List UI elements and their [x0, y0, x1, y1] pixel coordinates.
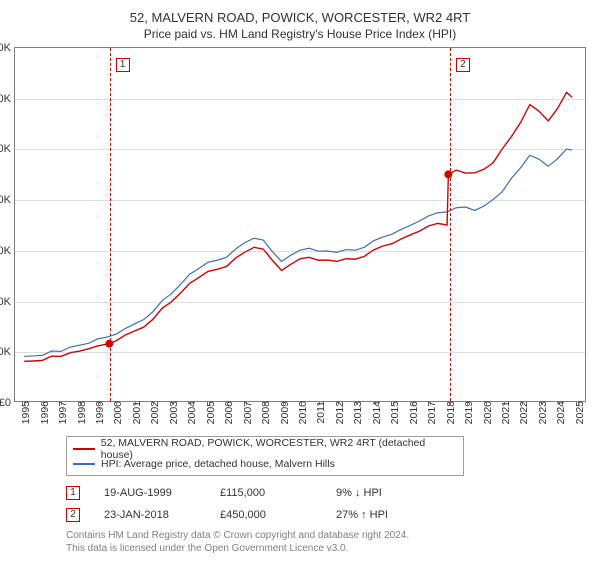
legend-swatch [73, 448, 95, 450]
x-axis-label: 2002 [149, 401, 161, 424]
grid-line [15, 200, 585, 201]
sale-marker-line [110, 48, 111, 401]
x-axis-label: 1999 [94, 401, 106, 424]
y-axis-label: £500K [0, 143, 11, 155]
x-axis-label: 2006 [223, 401, 235, 424]
x-axis-label: 1997 [57, 401, 69, 424]
grid-line [15, 251, 585, 252]
credit-line: This data is licensed under the Open Gov… [66, 543, 566, 556]
x-axis-label: 2009 [279, 401, 291, 424]
transaction-price: £450,000 [220, 509, 312, 521]
transaction-price: £115,000 [220, 487, 312, 499]
x-axis-label: 2018 [445, 401, 457, 424]
y-axis-label: £600K [0, 93, 11, 105]
y-axis-label: £700K [0, 42, 11, 54]
transaction-delta: 9% ↓ HPI [336, 487, 428, 499]
grid-line [15, 149, 585, 150]
x-axis-label: 2013 [352, 401, 364, 424]
y-axis-label: £300K [0, 245, 11, 257]
x-axis-label: 2003 [168, 401, 180, 424]
credit-line: Contains HM Land Registry data © Crown c… [66, 530, 566, 543]
chart-series-svg [15, 48, 585, 402]
chart-title: 52, MALVERN ROAD, POWICK, WORCESTER, WR2… [14, 10, 586, 25]
x-axis-label: 2005 [205, 401, 217, 424]
transaction-delta: 27% ↑ HPI [336, 509, 428, 521]
transaction-row: 2 23-JAN-2018 £450,000 27% ↑ HPI [66, 504, 586, 526]
chart-legend: 52, MALVERN ROAD, POWICK, WORCESTER, WR2… [66, 436, 464, 476]
x-axis-label: 2007 [242, 401, 254, 424]
grid-line [15, 352, 585, 353]
x-axis-label: 2012 [334, 401, 346, 424]
transaction-badge: 1 [66, 486, 80, 500]
x-axis-label: 1995 [20, 401, 32, 424]
x-axis-label: 2014 [371, 401, 383, 424]
series-hpi [24, 149, 572, 356]
x-axis-label: 2016 [408, 401, 420, 424]
y-axis-label: £200K [0, 296, 11, 308]
x-axis-label: 1996 [39, 401, 51, 424]
transactions-table: 1 19-AUG-1999 £115,000 9% ↓ HPI 2 23-JAN… [66, 482, 586, 526]
transaction-row: 1 19-AUG-1999 £115,000 9% ↓ HPI [66, 482, 586, 504]
x-axis-label: 2017 [426, 401, 438, 424]
x-axis-label: 2001 [131, 401, 143, 424]
x-axis-label: 2008 [260, 401, 272, 424]
y-axis-label: £0 [0, 397, 11, 409]
sale-marker-badge: 2 [456, 58, 470, 72]
x-axis-label: 2020 [482, 401, 494, 424]
x-axis-label: 2004 [186, 401, 198, 424]
x-axis-label: 1998 [76, 401, 88, 424]
sale-marker-badge: 1 [116, 58, 130, 72]
y-axis-label: £400K [0, 194, 11, 206]
y-axis-label: £100K [0, 346, 11, 358]
sale-marker-line [450, 48, 451, 401]
sale-marker-dot [444, 170, 452, 178]
x-axis-label: 2024 [555, 401, 567, 424]
x-axis-label: 2015 [389, 401, 401, 424]
credit-text: Contains HM Land Registry data © Crown c… [66, 530, 566, 555]
x-axis-label: 2023 [537, 401, 549, 424]
grid-line [15, 99, 585, 100]
x-axis-label: 2011 [315, 401, 327, 424]
x-axis-label: 2025 [574, 401, 586, 424]
transaction-badge: 2 [66, 508, 80, 522]
transaction-date: 23-JAN-2018 [104, 509, 196, 521]
legend-label: HPI: Average price, detached house, Malv… [101, 458, 335, 470]
x-axis-label: 2000 [112, 401, 124, 424]
x-axis-label: 2019 [463, 401, 475, 424]
legend-swatch [73, 463, 95, 465]
transaction-date: 19-AUG-1999 [104, 487, 196, 499]
legend-row: 52, MALVERN ROAD, POWICK, WORCESTER, WR2… [73, 441, 457, 456]
x-axis-label: 2010 [297, 401, 309, 424]
x-axis-label: 2022 [518, 401, 530, 424]
grid-line [15, 302, 585, 303]
chart-plot-area: £0£100K£200K£300K£400K£500K£600K£700K199… [14, 47, 586, 402]
series-prop [24, 92, 572, 361]
chart-subtitle: Price paid vs. HM Land Registry's House … [14, 27, 586, 41]
x-axis-label: 2021 [500, 401, 512, 424]
